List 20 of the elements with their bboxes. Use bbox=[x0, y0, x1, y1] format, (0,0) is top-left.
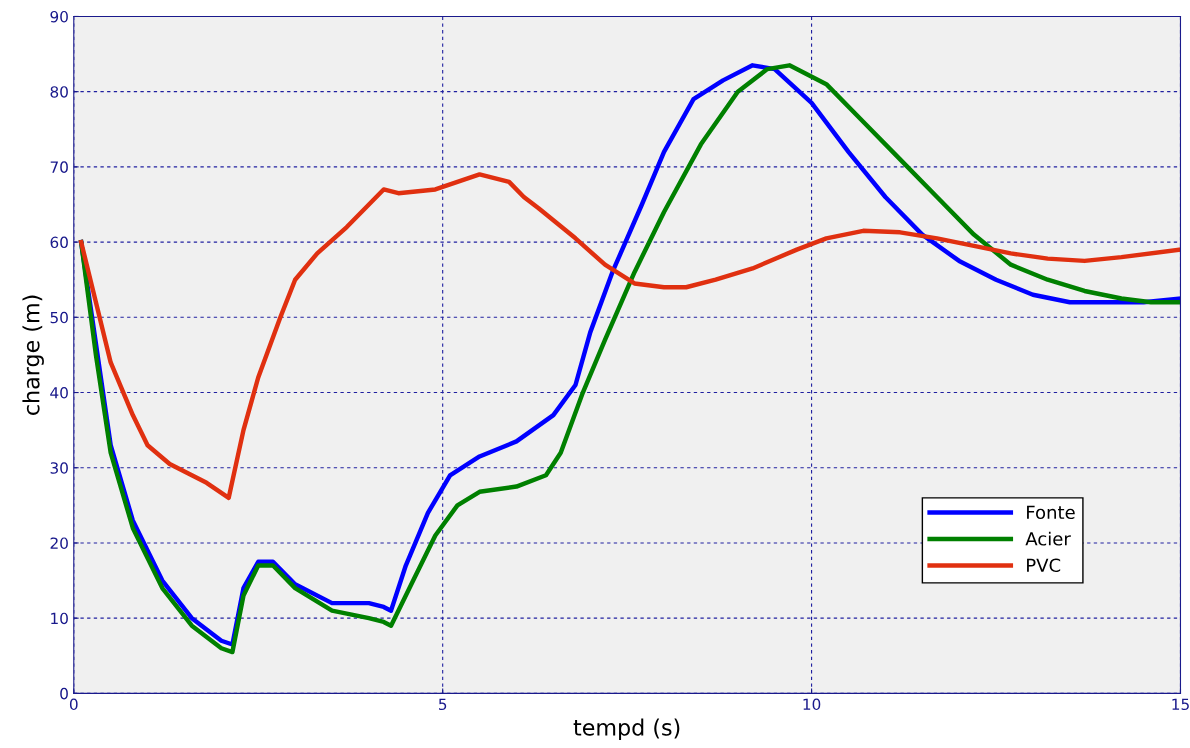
y-tick-label: 80 bbox=[50, 86, 68, 98]
legend-label: Acier bbox=[1025, 531, 1071, 546]
line-series bbox=[78, 172, 1181, 501]
x-axis-title: tempd (s) bbox=[573, 718, 680, 741]
x-tick-label: 10 bbox=[803, 698, 821, 711]
y-tick-label: 10 bbox=[51, 612, 68, 625]
y-tick-label: 0 bbox=[60, 687, 68, 700]
y-tick-label: 40 bbox=[50, 387, 68, 399]
legend-label: PVC bbox=[1027, 558, 1061, 573]
y-tick-label: 60 bbox=[50, 236, 68, 249]
y-axis-title: charge (m) bbox=[22, 295, 44, 415]
y-tick-label: 90 bbox=[50, 10, 68, 23]
y-tick-label: 50 bbox=[50, 311, 68, 324]
y-tick-label: 70 bbox=[50, 161, 68, 173]
legend-label: Fonte bbox=[1027, 505, 1075, 520]
x-tick-label: 15 bbox=[1172, 698, 1189, 711]
y-tick-label: 20 bbox=[50, 537, 68, 549]
x-tick-label: 0 bbox=[69, 698, 78, 711]
x-tick-label: 5 bbox=[439, 698, 447, 711]
y-tick-label: 30 bbox=[50, 462, 68, 474]
